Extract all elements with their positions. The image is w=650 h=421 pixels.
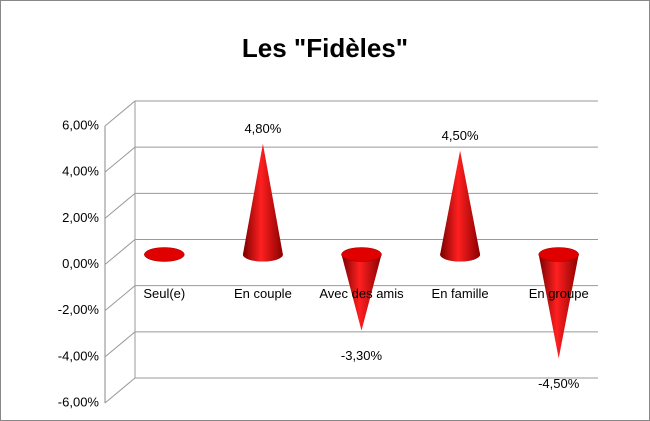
- y-tick-label: 4,00%: [62, 164, 99, 179]
- cone: [144, 247, 185, 262]
- cone-part: [538, 247, 579, 262]
- cone-part: [440, 150, 481, 262]
- y-tick-label: 2,00%: [62, 210, 99, 225]
- x-tick-label: En couple: [234, 286, 292, 301]
- cone: [341, 247, 382, 331]
- y-tick-label: 0,00%: [62, 256, 99, 271]
- cone-part: [144, 247, 185, 262]
- y-tick-label: -4,00%: [58, 348, 100, 363]
- x-tick-label: Seul(e): [143, 286, 185, 301]
- cone: [538, 247, 579, 359]
- data-label: 4,80%: [244, 121, 281, 136]
- data-label: -4,50%: [538, 376, 580, 391]
- y-tick-label: -6,00%: [58, 394, 100, 409]
- cone: [242, 143, 283, 262]
- cone-part: [242, 143, 283, 262]
- x-tick-label: Avec des amis: [319, 286, 404, 301]
- x-tick-label: En famille: [432, 286, 489, 301]
- y-tick-label: -2,00%: [58, 302, 100, 317]
- x-tick-label: En groupe: [529, 286, 589, 301]
- data-label: -3,30%: [341, 348, 383, 363]
- cone-part: [341, 254, 382, 331]
- data-label: 4,50%: [442, 128, 479, 143]
- cone-part: [341, 247, 382, 262]
- cone: [440, 150, 481, 262]
- chart-title: Les "Fidèles": [242, 33, 408, 63]
- y-tick-label: 6,00%: [62, 117, 99, 132]
- cone-part: [538, 254, 579, 359]
